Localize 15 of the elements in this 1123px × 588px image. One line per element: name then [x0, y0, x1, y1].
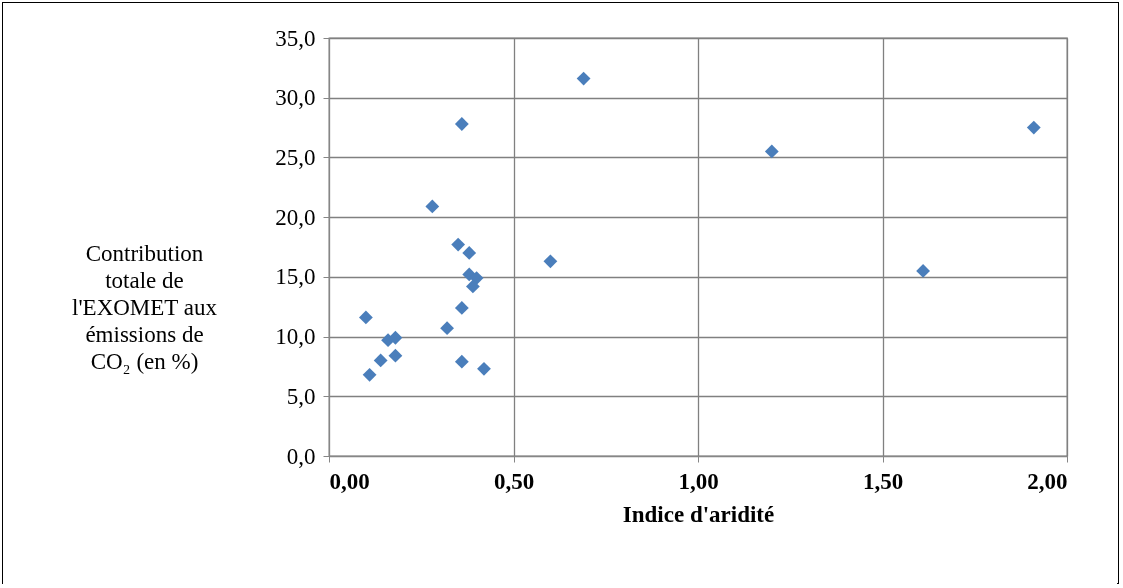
- x-axis-title: Indice d'aridité: [622, 501, 775, 527]
- x-tick-label: 0,50: [493, 468, 535, 494]
- y-tick-label: 5,0: [286, 383, 316, 409]
- x-tick-label: 1,00: [678, 468, 719, 494]
- y-tick-label: 35,0: [275, 25, 316, 51]
- y-tick-label: 20,0: [275, 204, 316, 230]
- y-tick-label: 0,0: [286, 443, 316, 469]
- y-tick-label: 30,0: [275, 85, 316, 111]
- y-tick-label: 10,0: [275, 324, 316, 350]
- x-tick-label: 2,00: [1027, 468, 1068, 494]
- y-axis-title: Contribution totale de l'EXOMET aux émissions de CO₂ (en %): [72, 240, 218, 374]
- x-tick-label: 1,50: [862, 468, 904, 494]
- x-tick-label: 0,00: [329, 468, 370, 494]
- y-tick-label: 25,0: [275, 144, 316, 170]
- y-tick-label: 15,0: [275, 264, 316, 290]
